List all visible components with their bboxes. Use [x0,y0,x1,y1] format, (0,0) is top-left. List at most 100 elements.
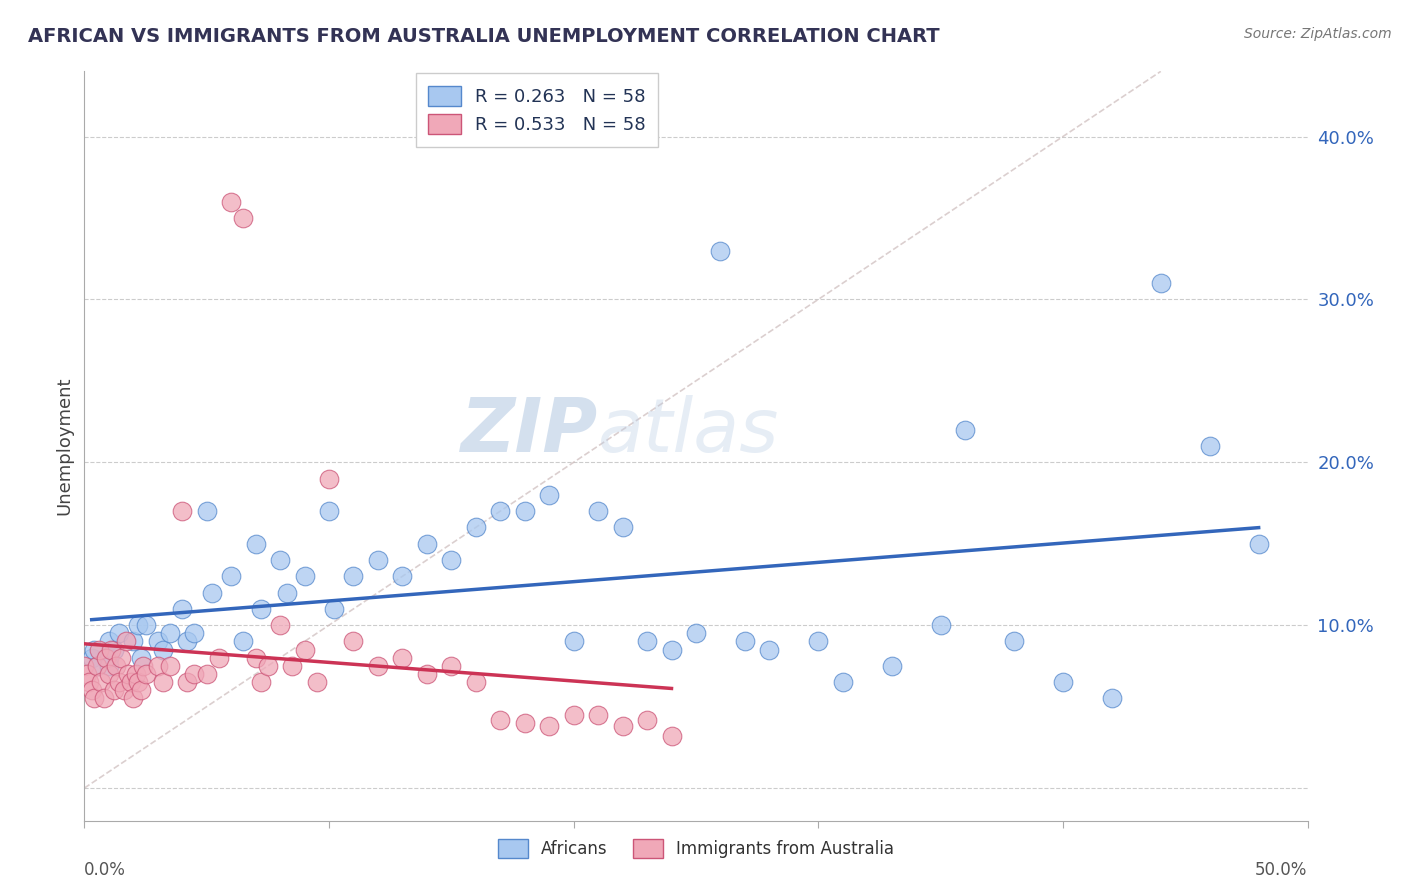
Point [489,504,512,518]
Point [86,659,108,673]
Point [80,683,103,698]
Point [195,504,218,518]
Point [953,423,976,437]
Point [294,569,316,583]
Point [318,504,340,518]
Point [97,650,120,665]
Point [440,553,463,567]
Point [232,211,254,225]
Point [305,675,328,690]
Point [758,642,780,657]
Text: ZIP: ZIP [461,394,598,467]
Point [77,675,100,690]
Point [87,642,110,657]
Point [83,642,105,657]
Point [391,569,413,583]
Point [100,642,122,657]
Point [1002,634,1025,648]
Point [120,675,142,690]
Point [269,618,291,632]
Point [152,675,174,690]
Point [257,659,280,673]
Point [367,659,389,673]
Point [105,659,128,673]
Point [249,675,271,690]
Point [1052,675,1074,690]
Point [219,194,242,209]
Text: 50.0%: 50.0% [1256,862,1308,880]
Point [152,642,174,657]
Point [416,667,439,681]
Point [115,634,138,648]
Point [73,659,96,673]
Point [464,520,486,534]
Point [122,634,145,648]
Point [117,667,139,681]
Point [97,659,120,673]
Point [146,634,169,648]
Point [135,618,157,632]
Point [391,650,413,665]
Point [129,683,152,698]
Point [709,244,731,258]
Point [367,553,389,567]
Point [127,618,149,632]
Point [276,585,298,599]
Point [636,713,658,727]
Point [513,715,536,730]
Point [80,650,103,665]
Point [208,650,231,665]
Point [342,569,364,583]
Point [103,642,125,657]
Point [807,634,830,648]
Point [831,675,853,690]
Point [562,707,585,722]
Point [90,675,112,690]
Point [200,585,222,599]
Point [127,675,149,690]
Point [195,667,218,681]
Text: atlas: atlas [598,395,779,467]
Point [76,667,98,681]
Point [322,602,344,616]
Point [929,618,952,632]
Point [1150,276,1173,290]
Point [107,675,129,690]
Text: AFRICAN VS IMMIGRANTS FROM AUSTRALIA UNEMPLOYMENT CORRELATION CHART: AFRICAN VS IMMIGRANTS FROM AUSTRALIA UNE… [28,27,939,45]
Point [636,634,658,648]
Point [93,691,115,706]
Point [538,488,561,502]
Point [232,634,254,648]
Point [318,472,340,486]
Point [281,659,304,673]
Point [183,667,205,681]
Point [513,504,536,518]
Point [112,683,135,698]
Point [103,683,125,698]
Point [538,719,561,733]
Point [96,650,118,665]
Point [685,626,707,640]
Point [586,504,609,518]
Point [245,650,267,665]
Point [586,707,609,722]
Point [562,634,585,648]
Point [159,659,181,673]
Point [176,634,198,648]
Point [97,667,120,681]
Point [125,667,148,681]
Point [249,602,271,616]
Point [440,659,463,673]
Point [416,537,439,551]
Point [612,520,634,534]
Point [489,713,512,727]
Point [1101,691,1123,706]
Point [122,691,145,706]
Y-axis label: Unemployment: Unemployment [55,376,73,516]
Point [129,650,152,665]
Point [110,650,132,665]
Point [97,634,120,648]
Point [661,729,683,743]
Point [612,719,634,733]
Point [219,569,242,583]
